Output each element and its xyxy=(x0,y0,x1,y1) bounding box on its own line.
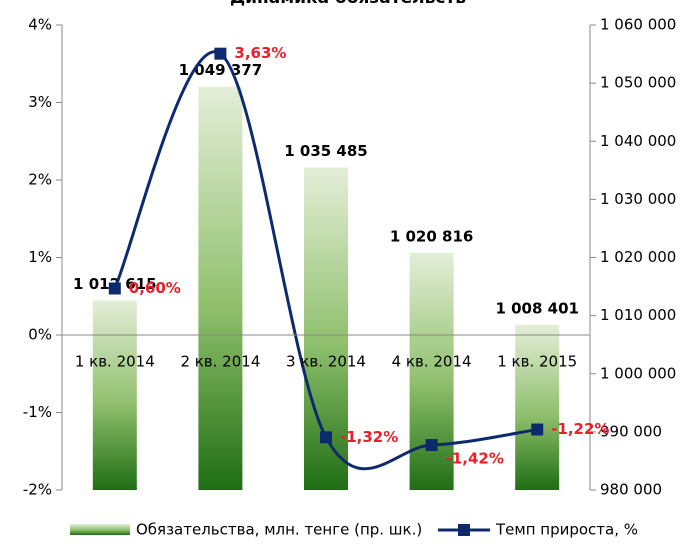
line-value-label: 0,60% xyxy=(129,279,181,297)
bar-value-label: 1 049 377 xyxy=(179,61,263,79)
y-tick-label: 2% xyxy=(28,171,52,189)
bar xyxy=(92,300,137,490)
line-value-label: -1,32% xyxy=(340,428,398,446)
y-tick-label: -2% xyxy=(23,481,52,499)
y2-tick-label: 1 000 000 xyxy=(600,364,676,382)
legend-swatch xyxy=(70,524,130,535)
y2-tick-label: 980 000 xyxy=(600,481,662,499)
y-tick-label: 4% xyxy=(28,16,52,34)
chart-title: Динамика обязательств xyxy=(230,0,466,8)
x-tick-label: 1 кв. 2014 xyxy=(75,353,155,371)
line-marker xyxy=(108,282,121,295)
bar-value-label: 1 008 401 xyxy=(495,299,579,317)
y2-tick-label: 1 040 000 xyxy=(600,132,676,150)
line-marker xyxy=(531,423,544,436)
x-tick-label: 4 кв. 2014 xyxy=(392,353,472,371)
line-value-label: -1,42% xyxy=(446,450,504,468)
bar-value-label: 1 020 816 xyxy=(390,227,474,245)
bar xyxy=(515,324,560,490)
bar-value-label: 1 035 485 xyxy=(284,142,368,160)
line-value-label: -1,22% xyxy=(551,420,609,438)
y-tick-label: 3% xyxy=(28,93,52,111)
x-tick-label: 2 кв. 2014 xyxy=(180,353,260,371)
y2-tick-label: 1 050 000 xyxy=(600,74,676,92)
line-marker xyxy=(425,439,438,452)
bar xyxy=(198,86,243,490)
y2-tick-label: 1 010 000 xyxy=(600,306,676,324)
x-tick-label: 3 кв. 2014 xyxy=(286,353,366,371)
y2-tick-label: 990 000 xyxy=(600,422,662,440)
y2-tick-label: 1 030 000 xyxy=(600,190,676,208)
line-value-label: 3,63% xyxy=(234,44,286,62)
y-tick-label: -1% xyxy=(23,403,52,421)
y-tick-label: 0% xyxy=(28,326,52,344)
y-tick-label: 1% xyxy=(28,248,52,266)
y2-tick-label: 1 060 000 xyxy=(600,16,676,34)
x-tick-label: 1 кв. 2015 xyxy=(497,353,577,371)
y2-tick-label: 1 020 000 xyxy=(600,248,676,266)
legend-label: Темп прироста, % xyxy=(495,521,638,539)
line-marker xyxy=(214,47,227,60)
legend-marker xyxy=(458,524,470,536)
legend-label: Обязательства, млн. тенге (пр. шк.) xyxy=(136,521,422,539)
line-marker xyxy=(320,431,332,444)
